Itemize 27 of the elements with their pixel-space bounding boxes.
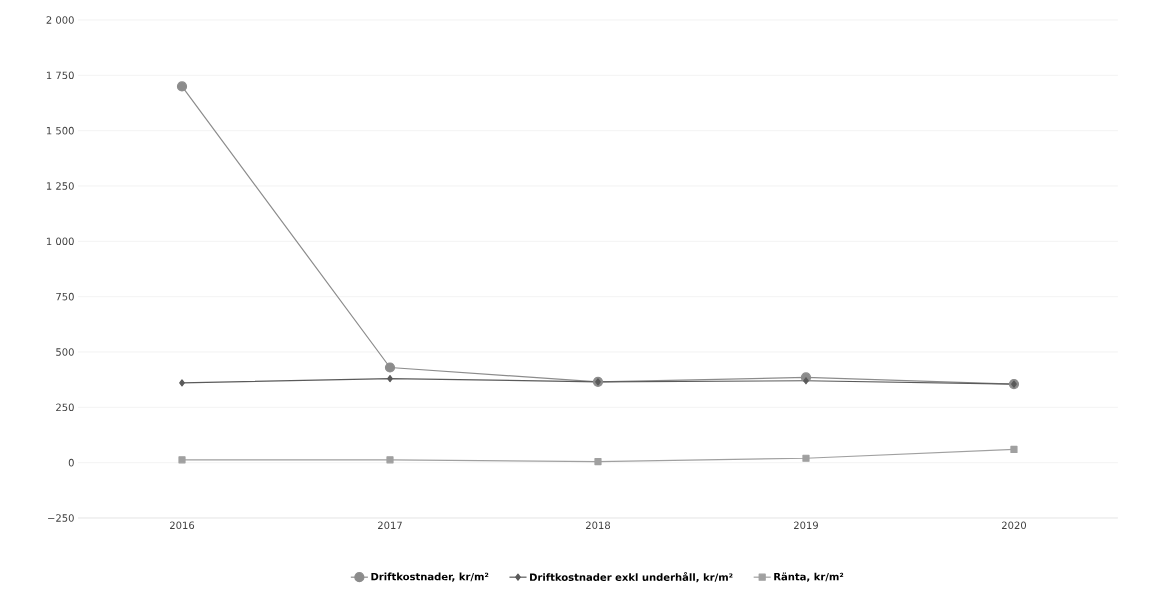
point	[386, 456, 394, 464]
y-tick-label: −250	[48, 514, 74, 522]
y-tick-label: 750	[56, 292, 74, 301]
y-tick-label: 2 000	[46, 16, 74, 24]
point	[1010, 445, 1018, 453]
point	[178, 456, 186, 464]
y-tick-label: 1 000	[46, 237, 74, 246]
point	[176, 81, 188, 92]
legend-label: Driftkostnader, kr/m²	[371, 572, 489, 582]
x-tick-label: 2017	[378, 521, 402, 530]
y-tick-label: 1 750	[46, 71, 74, 80]
y-tick-label: 0	[68, 458, 74, 467]
legend-label: Driftkostnader exkl underhåll, kr/m²	[530, 571, 733, 583]
y-tick-label: 500	[56, 348, 74, 356]
y-tick-label: 250	[56, 403, 74, 412]
point	[594, 457, 602, 466]
x-tick-label: 2016	[170, 521, 195, 530]
legend-label: Ränta, kr/m²	[774, 572, 844, 582]
x-tick-label: 2020	[1001, 521, 1027, 530]
x-tick-label: 2018	[586, 521, 611, 530]
point	[384, 362, 396, 373]
y-tick-label: 1 250	[46, 182, 74, 190]
point	[803, 377, 809, 385]
point	[802, 454, 810, 462]
x-tick-label: 2019	[793, 521, 818, 530]
point	[179, 379, 185, 387]
y-tick-label: 1 500	[46, 126, 74, 135]
